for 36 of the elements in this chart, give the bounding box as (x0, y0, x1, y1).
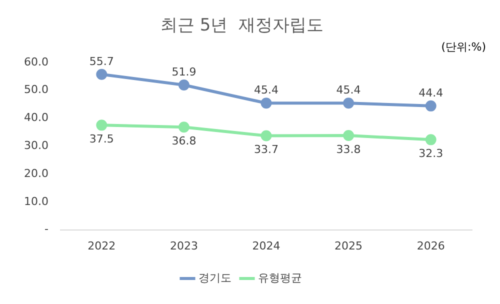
point (343, 130, 354, 141)
y-tick-label: 20.0 (24, 166, 48, 180)
x-tick-label: 2026 (416, 239, 445, 252)
x-tick-label: 2023 (170, 239, 198, 252)
x-tick-label: 2025 (334, 239, 363, 252)
y-tick-label: - (44, 222, 49, 236)
x-tick-label: 2024 (252, 239, 280, 252)
point (178, 80, 190, 90)
y-tick-label: 10.0 (24, 194, 48, 208)
point (425, 134, 436, 146)
point (260, 130, 272, 142)
y-tick-label: 40.0 (24, 111, 48, 124)
data-label: 32.3 (418, 147, 444, 160)
data-label: 36.8 (172, 134, 196, 148)
data-label: 55.7 (89, 54, 114, 68)
y-tick-label: 30.0 (24, 138, 48, 152)
data-label: 44.4 (418, 86, 444, 100)
legend-label: 유형평균 (258, 271, 302, 284)
data-label: 45.4 (336, 83, 361, 96)
point (96, 120, 108, 131)
point (178, 122, 190, 133)
y-tick-label: 50.0 (24, 83, 48, 96)
y-tick-label: 60.0 (24, 55, 48, 68)
x-tick-label: 2022 (88, 239, 116, 252)
chart-title: 최근 5년 재정자립도 (160, 16, 324, 36)
legend-label: 경기도 (198, 271, 232, 284)
point (260, 98, 272, 109)
point (425, 100, 436, 112)
data-label: 33.8 (336, 142, 361, 156)
text: (단위:%) (441, 40, 486, 54)
data-label: 51.9 (172, 65, 196, 78)
point (343, 98, 354, 109)
data-label: 33.7 (254, 143, 278, 156)
data-label: 37.5 (89, 132, 114, 146)
point (96, 68, 108, 80)
data-label: 45.4 (254, 83, 278, 96)
